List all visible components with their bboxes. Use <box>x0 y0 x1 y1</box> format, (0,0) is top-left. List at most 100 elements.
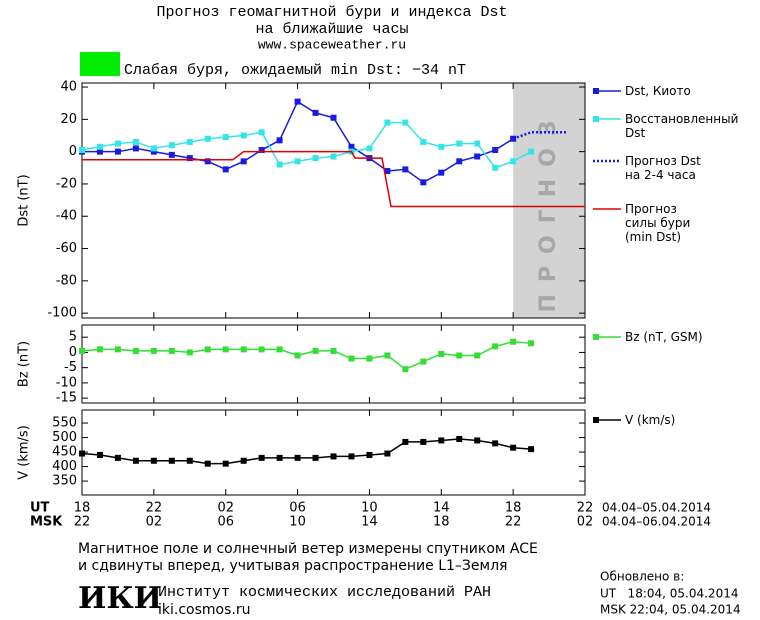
data-point <box>258 129 265 136</box>
data-point <box>96 143 103 150</box>
data-point <box>456 436 463 443</box>
data-point <box>510 135 517 142</box>
data-point <box>186 155 193 162</box>
x2-tick-label: 22 <box>505 515 522 530</box>
data-point <box>222 460 229 467</box>
url: www.spaceweather.ru <box>258 37 406 52</box>
legend-label: Восстановленный Dst <box>625 112 739 140</box>
data-point <box>276 454 283 461</box>
panel-frame <box>81 324 586 404</box>
data-point <box>384 450 391 457</box>
data-point <box>492 343 499 350</box>
updated-ut: UT 18:04, 05.04.2014 <box>600 587 738 601</box>
data-point <box>150 145 157 152</box>
data-point <box>438 169 445 176</box>
data-point <box>276 137 283 144</box>
x-tick-label: 18 <box>74 501 91 516</box>
footer-note: Магнитное поле и солнечный ветер измерен… <box>78 541 538 557</box>
data-point <box>366 451 373 458</box>
data-point <box>456 158 463 165</box>
series-line <box>81 438 532 465</box>
x-tick-label: 14 <box>433 501 450 516</box>
logo: ИКИ <box>78 581 162 616</box>
data-point <box>150 457 157 464</box>
y-tick-label: -100 <box>47 306 77 321</box>
data-point <box>204 158 211 165</box>
y-tick-label: 40 <box>60 80 77 95</box>
data-point <box>528 446 535 453</box>
title: Прогноз геомагнитной бури и индекса Dst <box>156 4 507 21</box>
data-point <box>240 158 247 165</box>
data-point <box>150 148 157 155</box>
status-text: Слабая буря, ожидаемый min Dst: −34 nT <box>124 62 466 79</box>
data-point <box>420 358 427 365</box>
data-point <box>384 168 391 175</box>
legend-label: Dst, Киото <box>625 84 691 98</box>
data-point <box>330 453 337 460</box>
data-point <box>510 158 517 165</box>
x2-tick-label: 02 <box>577 515 594 530</box>
series-line <box>81 121 532 169</box>
x2-tick-label: 06 <box>217 515 234 530</box>
x-axis-title: UT <box>30 501 50 516</box>
data-point <box>186 457 193 464</box>
legend-label: Прогноз Dst на 2-4 часа <box>625 154 701 182</box>
x2-tick-label: 10 <box>289 515 306 530</box>
y-tick-label: -80 <box>56 273 77 288</box>
status-color <box>80 52 120 76</box>
y-tick-label: 500 <box>52 430 77 445</box>
data-point <box>528 148 535 155</box>
data-point <box>330 153 337 160</box>
data-point <box>402 366 409 373</box>
data-point <box>96 148 103 155</box>
data-point <box>79 347 85 354</box>
y-tick-label: -5 <box>64 360 77 375</box>
data-point <box>258 147 265 154</box>
data-point <box>348 355 355 362</box>
legend-label: Bz (nT, GSM) <box>625 330 703 344</box>
data-point <box>366 355 373 362</box>
data-point <box>420 138 427 145</box>
data-point <box>312 155 319 162</box>
data-point <box>114 140 121 147</box>
data-point <box>79 147 85 154</box>
data-point <box>420 179 427 186</box>
x2-tick-label: 22 <box>74 515 91 530</box>
data-point <box>474 352 481 359</box>
site: iki.cosmos.ru <box>158 602 250 618</box>
legend-marker <box>593 88 599 94</box>
data-point <box>79 450 85 457</box>
data-point <box>132 457 139 464</box>
x2-tick-label: 02 <box>146 515 163 530</box>
y-tick-label: 5 <box>69 330 77 345</box>
data-point <box>114 148 121 155</box>
series-line <box>82 100 514 184</box>
y-tick-label: 400 <box>52 459 77 474</box>
data-point <box>258 454 265 461</box>
data-point <box>168 142 175 149</box>
updated-label: Обновлено в: <box>600 570 684 584</box>
x-tick-label: 22 <box>146 501 163 516</box>
data-point <box>276 161 283 168</box>
data-point <box>402 438 409 445</box>
data-point <box>132 138 139 145</box>
data-point <box>384 119 391 126</box>
data-point <box>366 145 373 152</box>
data-point <box>438 350 445 357</box>
data-point <box>258 346 265 353</box>
data-point <box>168 347 175 354</box>
data-point <box>222 134 229 141</box>
data-point <box>510 444 517 451</box>
y-tick-label: 350 <box>52 474 77 489</box>
data-point <box>492 164 499 171</box>
y-tick-label: 450 <box>52 445 77 460</box>
y-tick-label: 0 <box>69 345 77 360</box>
footer-note: и сдвинуты вперед, учитывая распростране… <box>78 558 507 574</box>
y-axis-title: V (km/s) <box>17 425 32 480</box>
panel-frame <box>81 409 586 496</box>
data-point <box>528 340 535 347</box>
data-point <box>438 437 445 444</box>
series-line <box>512 131 568 140</box>
data-point <box>132 347 139 354</box>
